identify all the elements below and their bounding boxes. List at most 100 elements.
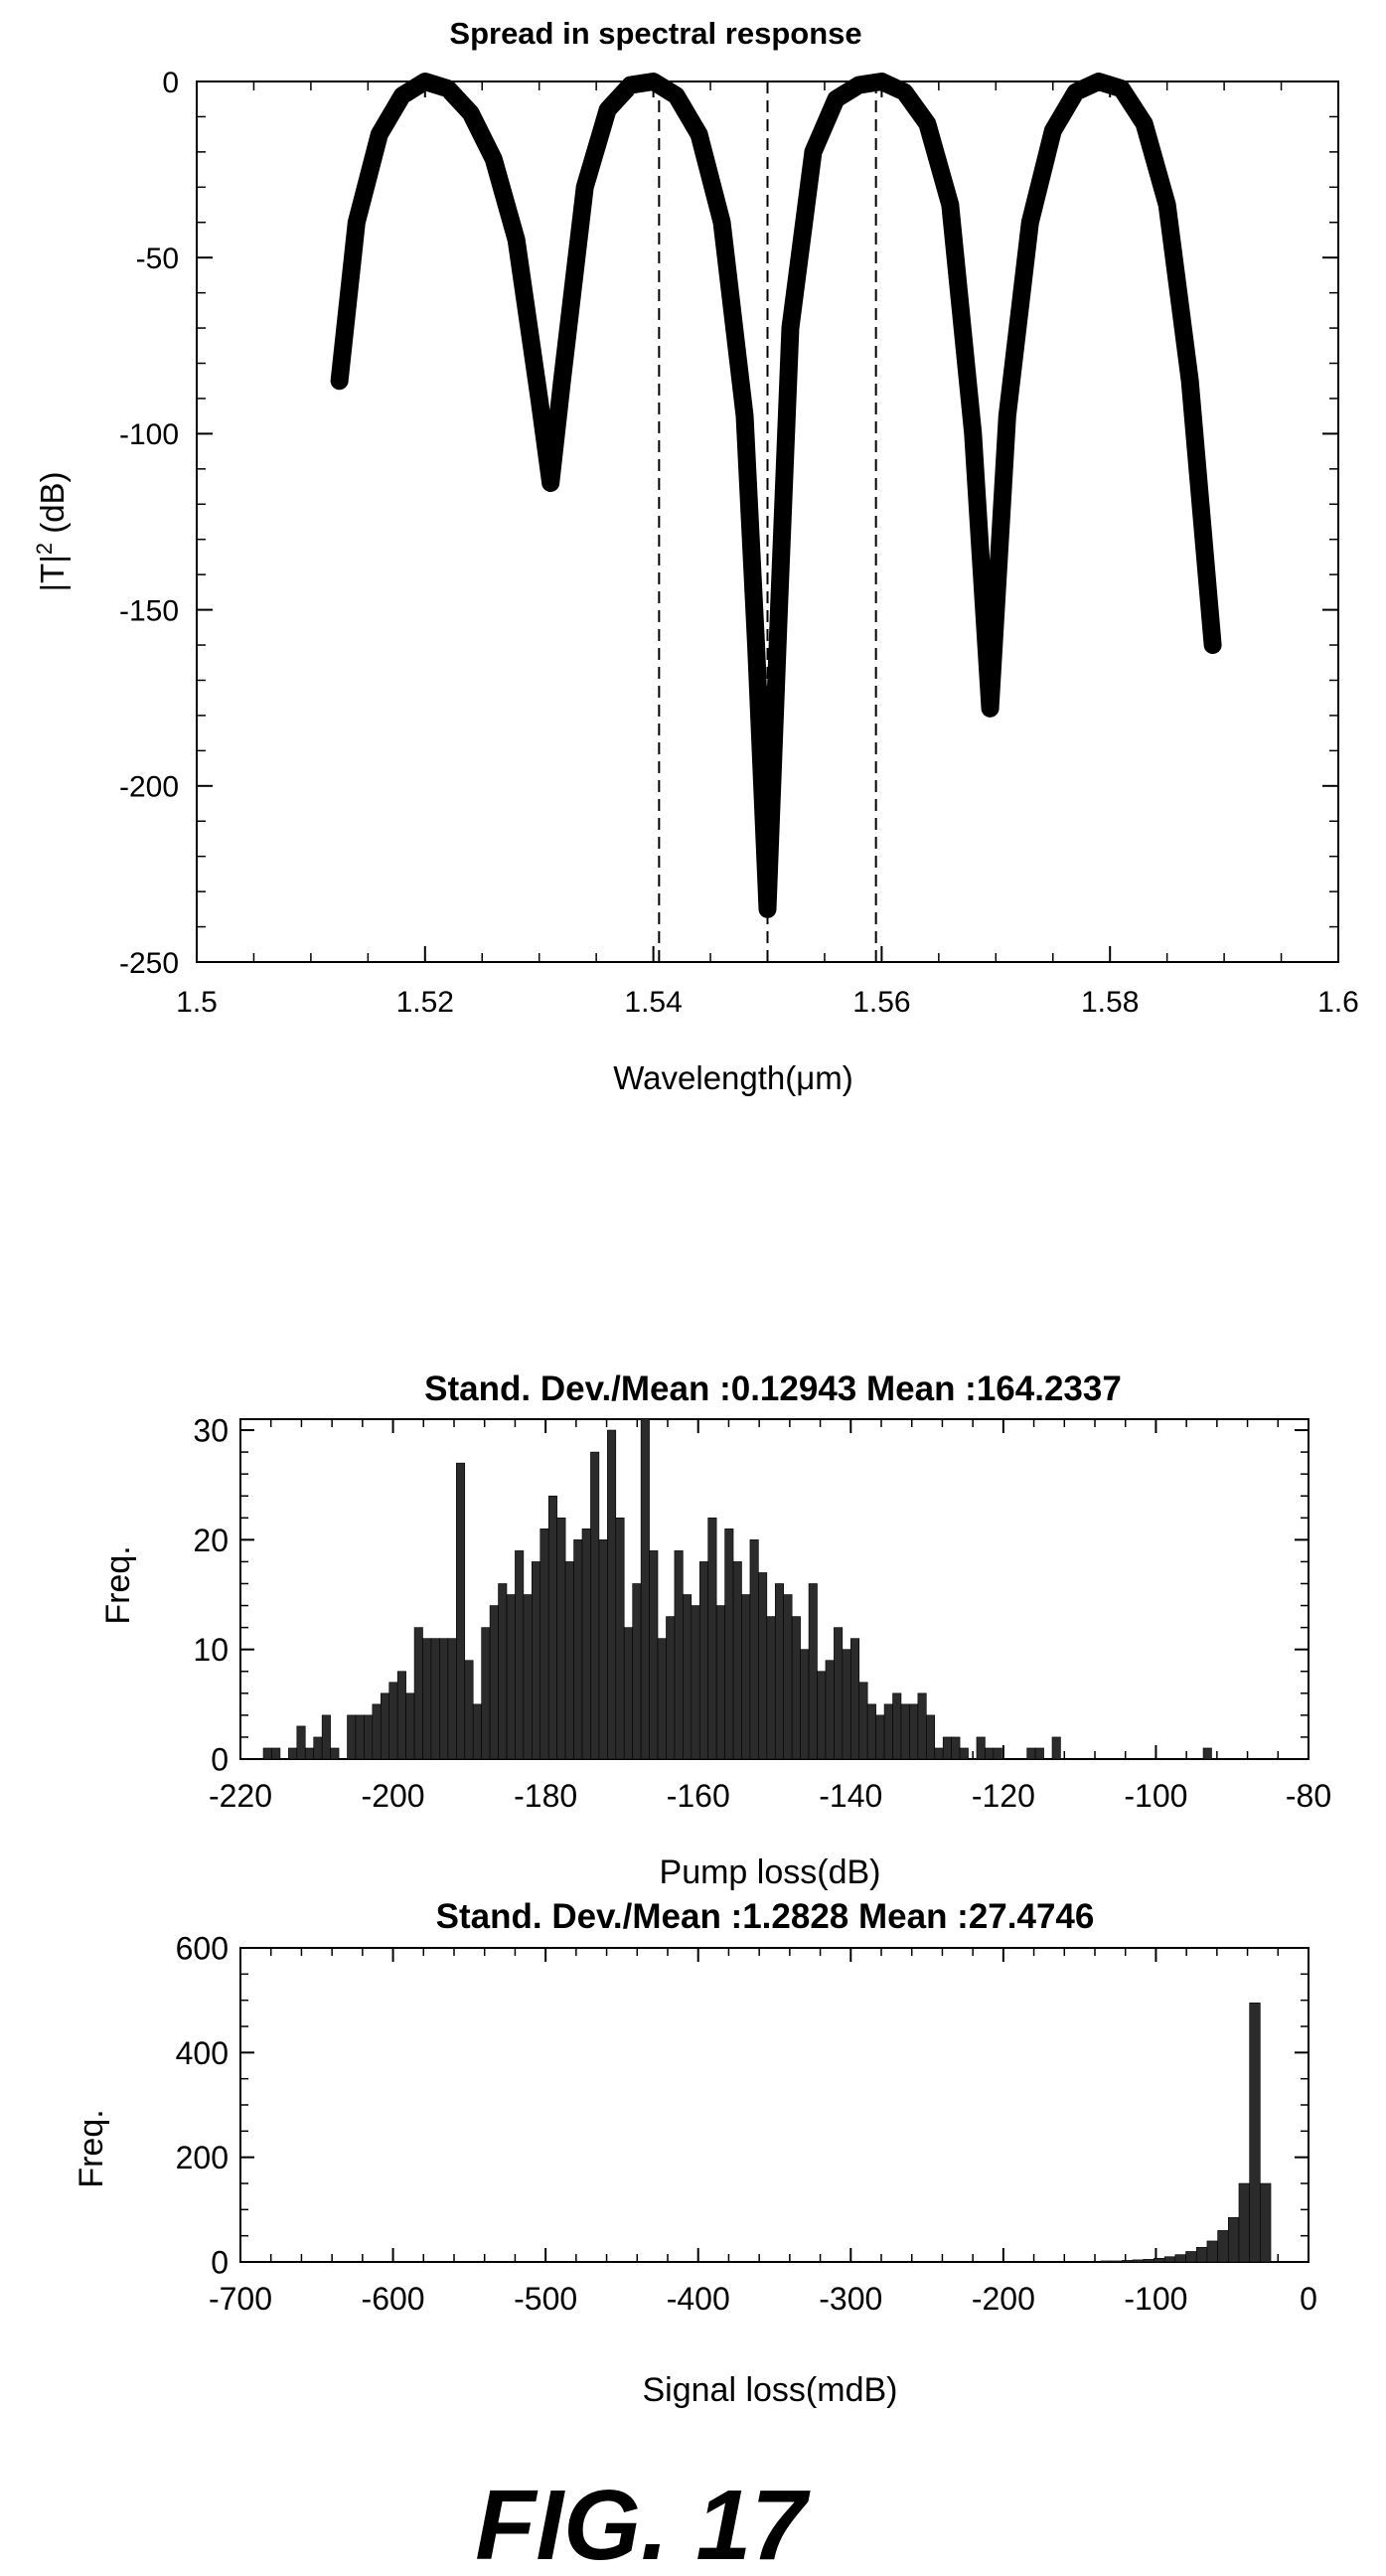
histogram-bar — [724, 1529, 734, 1760]
histogram-bar — [791, 1616, 801, 1760]
y-tick-label: 600 — [176, 1931, 229, 1967]
histogram-bar — [506, 1594, 516, 1760]
pump-histogram-title: Stand. Dev./Mean :0.12943 Mean :164.2337 — [424, 1369, 1122, 1408]
histogram-bar — [1202, 1747, 1212, 1760]
x-tick-label: -500 — [514, 2281, 577, 2317]
histogram-bar — [556, 1517, 566, 1760]
histogram-bar — [1195, 2246, 1208, 2263]
histogram-bar — [1051, 1736, 1061, 1760]
histogram-bar — [388, 1682, 398, 1760]
histogram-bar — [296, 1725, 306, 1760]
x-tick-label: -200 — [972, 2281, 1035, 2317]
histogram-bar — [732, 1561, 742, 1760]
histogram-bar — [321, 1714, 331, 1760]
histogram-bar — [1185, 2251, 1197, 2263]
x-tick-label: -100 — [1124, 1778, 1187, 1814]
histogram-bar — [909, 1703, 919, 1760]
histogram-bar — [330, 1747, 340, 1760]
histogram-bar — [464, 1660, 474, 1760]
histogram-bar — [1100, 2260, 1113, 2263]
x-tick-label: -700 — [209, 2281, 272, 2317]
spectral-y-axis-label: |T|2 (dB) — [32, 471, 71, 591]
spectral-response-curve — [330, 73, 1222, 918]
x-tick-label: 1.56 — [852, 986, 910, 1019]
histogram-bar — [472, 1703, 482, 1760]
x-tick-label: -160 — [667, 1778, 730, 1814]
y-tick-label: -100 — [119, 418, 179, 451]
histogram-bar — [364, 1714, 374, 1760]
histogram-bar — [649, 1550, 659, 1760]
histogram-bar — [666, 1616, 676, 1760]
histogram-bar — [422, 1638, 432, 1760]
histogram-bar — [917, 1692, 927, 1760]
histogram-bar — [707, 1517, 717, 1760]
histogram-bar — [598, 1539, 608, 1760]
x-tick-label: -400 — [667, 2281, 730, 2317]
histogram-bar — [657, 1638, 667, 1760]
y-tick-label: 20 — [193, 1523, 229, 1558]
histogram-bar — [581, 1529, 591, 1760]
pump-plot-area: -220 -200 -180 -160 -140 -120 -100 -80 0 10 20 30 — [193, 1413, 1331, 1814]
x-tick-label: 1.5 — [176, 986, 218, 1019]
histogram-bar — [858, 1682, 868, 1760]
y-tick-label: 0 — [162, 67, 179, 99]
histogram-bar — [691, 1605, 700, 1760]
histogram-bar — [523, 1594, 533, 1760]
x-tick-label: -100 — [1124, 2281, 1187, 2317]
histogram-bar — [1111, 2260, 1123, 2263]
histogram-bar — [632, 1583, 642, 1760]
y-tick-label: 400 — [176, 2035, 229, 2071]
histogram-bar — [413, 1627, 423, 1760]
signal-loss-histogram: Stand. Dev./Mean :1.2828 Mean :27.4746 -… — [73, 1897, 1317, 2409]
x-tick-label: -300 — [819, 2281, 882, 2317]
histogram-bar — [1174, 2254, 1186, 2263]
histogram-bar — [1122, 2260, 1134, 2263]
signal-histogram-title: Stand. Dev./Mean :1.2828 Mean :27.4746 — [436, 1897, 1095, 1936]
plot-frame — [239, 1947, 1309, 2263]
x-tick-label: 0 — [1300, 2281, 1317, 2317]
y-tick-label: 0 — [211, 1742, 229, 1778]
histogram-bar — [615, 1517, 625, 1760]
histogram-bar — [262, 1747, 272, 1760]
histogram-bar — [481, 1627, 491, 1760]
pump-x-axis-label: Pump loss(dB) — [660, 1853, 881, 1891]
histogram-bar — [900, 1703, 910, 1760]
x-tick-label: -80 — [1286, 1778, 1331, 1814]
spectral-x-axis-label: Wavelength(μm) — [613, 1059, 853, 1096]
histogram-bar — [993, 1747, 1002, 1760]
spectral-plot-area: 1.5 1.52 1.54 1.56 1.58 1.6 0 -50 -100 -150 -200 -2… — [119, 67, 1359, 1019]
histogram-bar — [866, 1703, 876, 1760]
x-tick-label: 1.58 — [1081, 986, 1139, 1019]
histogram-bar — [698, 1561, 708, 1760]
histogram-bar — [372, 1703, 382, 1760]
histogram-bar — [1132, 2259, 1145, 2263]
histogram-bar — [774, 1583, 785, 1760]
y-tick-label: -50 — [136, 242, 179, 275]
histogram-bar — [1079, 2261, 1091, 2263]
histogram-bar — [1026, 1747, 1036, 1760]
histogram-bar — [396, 1671, 406, 1760]
histogram-bar — [515, 1550, 525, 1760]
histogram-bar — [766, 1616, 776, 1760]
x-tick-label: 1.52 — [396, 986, 454, 1019]
histogram-bar — [1249, 2003, 1261, 2263]
histogram-bar — [380, 1692, 390, 1760]
histogram-bar — [842, 1649, 851, 1760]
histogram-bar — [849, 1638, 860, 1760]
histogram-bar — [439, 1638, 449, 1760]
histogram-bar — [304, 1747, 315, 1760]
histogram-bar — [573, 1539, 583, 1760]
histogram-bar — [892, 1692, 902, 1760]
histogram-bar — [1238, 2182, 1250, 2263]
histogram-bar — [288, 1747, 298, 1760]
x-tick-label: -140 — [819, 1778, 882, 1814]
histogram-bar — [934, 1747, 944, 1760]
histogram-bar — [942, 1736, 952, 1760]
histogram-bar — [674, 1550, 684, 1760]
histogram-bar — [749, 1539, 759, 1760]
histogram-bar — [715, 1605, 725, 1760]
x-tick-label: -220 — [209, 1778, 272, 1814]
signal-x-axis-label: Signal loss(mdB) — [643, 2371, 898, 2409]
histogram-bar — [951, 1736, 961, 1760]
histogram-bar — [1206, 2240, 1218, 2263]
